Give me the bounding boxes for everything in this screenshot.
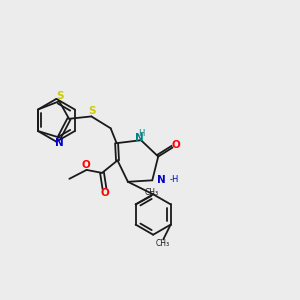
Text: N: N [135, 133, 144, 143]
Text: N: N [157, 175, 166, 185]
Text: -H: -H [169, 175, 179, 184]
Text: O: O [81, 160, 90, 170]
Text: O: O [100, 188, 109, 198]
Text: N: N [55, 138, 64, 148]
Text: CH₃: CH₃ [145, 188, 159, 197]
Text: S: S [88, 106, 95, 116]
Text: O: O [172, 140, 181, 150]
Text: H: H [138, 129, 145, 138]
Text: S: S [56, 91, 63, 101]
Text: CH₃: CH₃ [155, 239, 170, 248]
